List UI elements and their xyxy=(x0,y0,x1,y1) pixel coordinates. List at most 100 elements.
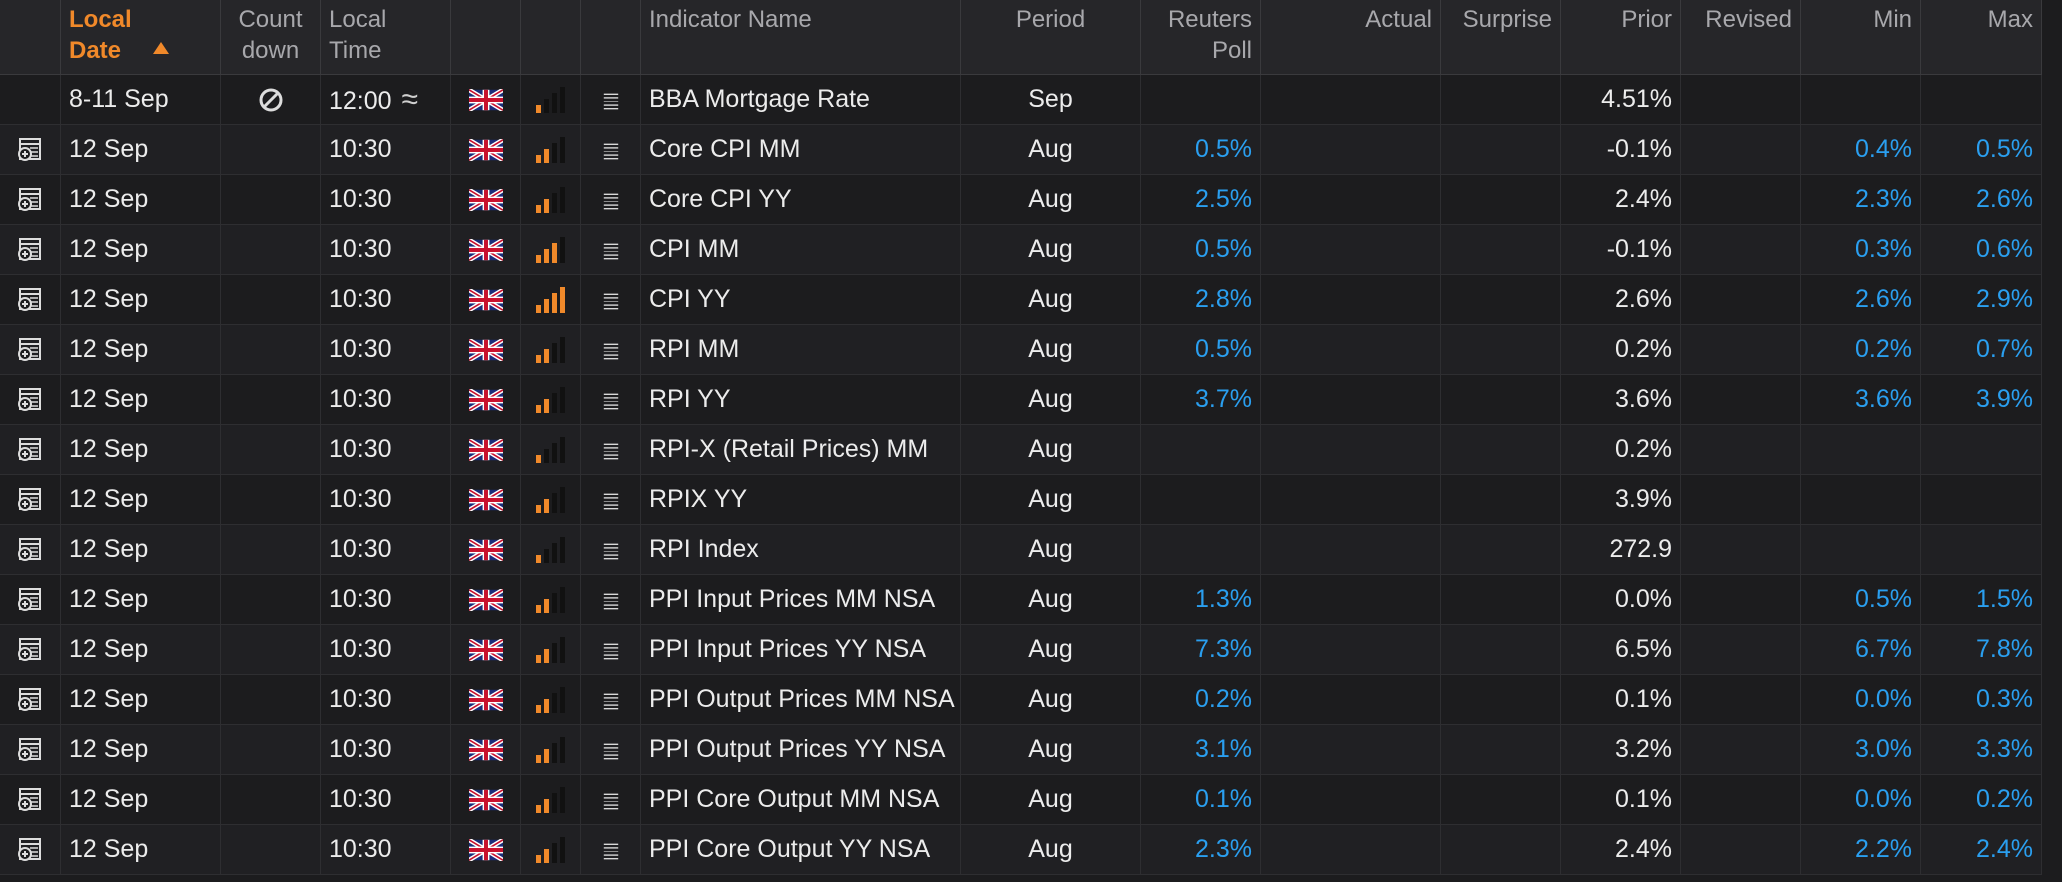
add-to-calendar-icon[interactable] xyxy=(16,136,44,164)
data-history-icon[interactable] xyxy=(600,685,622,715)
calendar-cell[interactable] xyxy=(0,625,61,675)
indicator-name-cell[interactable]: RPI YY xyxy=(641,375,961,425)
data-history-icon[interactable] xyxy=(600,835,622,865)
data-history-icon[interactable] xyxy=(600,385,622,415)
data-history-icon[interactable] xyxy=(600,135,622,165)
header-importance[interactable] xyxy=(521,0,581,75)
local-date-cell: 8-11 Sep xyxy=(61,75,221,125)
add-to-calendar-icon[interactable] xyxy=(16,286,44,314)
calendar-cell[interactable] xyxy=(0,75,61,125)
data-type-cell[interactable] xyxy=(581,675,641,725)
calendar-cell[interactable] xyxy=(0,425,61,475)
header-data-type[interactable] xyxy=(581,0,641,75)
add-to-calendar-icon[interactable] xyxy=(16,786,44,814)
data-history-icon[interactable] xyxy=(600,335,622,365)
add-to-calendar-icon[interactable] xyxy=(16,336,44,364)
data-history-icon[interactable] xyxy=(600,785,622,815)
indicator-name-cell[interactable]: BBA Mortgage Rate xyxy=(641,75,961,125)
data-type-cell[interactable] xyxy=(581,275,641,325)
countdown-cell xyxy=(221,725,321,775)
data-type-cell[interactable] xyxy=(581,575,641,625)
add-to-calendar-icon[interactable] xyxy=(16,486,44,514)
add-to-calendar-icon[interactable] xyxy=(16,186,44,214)
data-history-icon[interactable] xyxy=(600,585,622,615)
add-to-calendar-icon[interactable] xyxy=(16,836,44,864)
data-history-icon[interactable] xyxy=(600,635,622,665)
indicator-name-cell[interactable]: CPI YY xyxy=(641,275,961,325)
header-indicator-name[interactable]: Indicator Name xyxy=(641,0,961,75)
calendar-cell[interactable] xyxy=(0,525,61,575)
data-type-cell[interactable] xyxy=(581,825,641,875)
data-type-cell[interactable] xyxy=(581,125,641,175)
data-history-icon[interactable] xyxy=(600,535,622,565)
data-type-cell[interactable] xyxy=(581,725,641,775)
indicator-name-cell[interactable]: PPI Core Output MM NSA xyxy=(641,775,961,825)
data-type-cell[interactable] xyxy=(581,75,641,125)
indicator-name-cell[interactable]: PPI Output Prices MM NSA xyxy=(641,675,961,725)
header-country[interactable] xyxy=(451,0,521,75)
data-type-cell[interactable] xyxy=(581,625,641,675)
indicator-name-cell[interactable]: PPI Input Prices MM NSA xyxy=(641,575,961,625)
indicator-name-cell[interactable]: RPI Index xyxy=(641,525,961,575)
indicator-name-cell[interactable]: PPI Core Output YY NSA xyxy=(641,825,961,875)
calendar-cell[interactable] xyxy=(0,275,61,325)
data-history-icon[interactable] xyxy=(600,435,622,465)
indicator-name-cell[interactable]: RPI MM xyxy=(641,325,961,375)
header-max[interactable]: Max xyxy=(1921,0,2042,75)
calendar-cell[interactable] xyxy=(0,475,61,525)
calendar-cell[interactable] xyxy=(0,825,61,875)
header-local-date[interactable]: Local Date xyxy=(61,0,221,75)
add-to-calendar-icon[interactable] xyxy=(16,386,44,414)
header-countdown[interactable]: Count down xyxy=(221,0,321,75)
add-to-calendar-icon[interactable] xyxy=(16,236,44,264)
data-history-icon[interactable] xyxy=(600,185,622,215)
calendar-cell[interactable] xyxy=(0,375,61,425)
data-type-cell[interactable] xyxy=(581,375,641,425)
indicator-name-cell[interactable]: RPI-X (Retail Prices) MM xyxy=(641,425,961,475)
countdown-cell xyxy=(221,275,321,325)
add-to-calendar-icon[interactable] xyxy=(16,436,44,464)
header-prior[interactable]: Prior xyxy=(1561,0,1681,75)
data-history-icon[interactable] xyxy=(600,485,622,515)
reuters-poll-cell: 3.1% xyxy=(1141,725,1261,775)
add-to-calendar-icon[interactable] xyxy=(16,586,44,614)
header-actual[interactable]: Actual xyxy=(1261,0,1441,75)
data-type-cell[interactable] xyxy=(581,425,641,475)
data-type-cell[interactable] xyxy=(581,525,641,575)
add-to-calendar-icon[interactable] xyxy=(16,736,44,764)
header-local-date-label: Local Date xyxy=(69,6,132,64)
add-to-calendar-icon[interactable] xyxy=(16,636,44,664)
calendar-cell[interactable] xyxy=(0,675,61,725)
indicator-name-cell[interactable]: PPI Input Prices YY NSA xyxy=(641,625,961,675)
data-type-cell[interactable] xyxy=(581,225,641,275)
header-local-time[interactable]: Local Time xyxy=(321,0,451,75)
indicator-name-cell[interactable]: Core CPI MM xyxy=(641,125,961,175)
add-to-calendar-icon[interactable] xyxy=(16,536,44,564)
header-revised[interactable]: Revised xyxy=(1681,0,1801,75)
indicator-name-cell[interactable]: RPIX YY xyxy=(641,475,961,525)
data-type-cell[interactable] xyxy=(581,325,641,375)
data-type-cell[interactable] xyxy=(581,775,641,825)
data-type-cell[interactable] xyxy=(581,475,641,525)
importance-bar xyxy=(544,449,549,464)
calendar-cell[interactable] xyxy=(0,325,61,375)
indicator-name-cell[interactable]: PPI Output Prices YY NSA xyxy=(641,725,961,775)
data-history-icon[interactable] xyxy=(600,735,622,765)
data-history-icon[interactable] xyxy=(600,235,622,265)
add-to-calendar-icon[interactable] xyxy=(16,686,44,714)
data-type-cell[interactable] xyxy=(581,175,641,225)
calendar-cell[interactable] xyxy=(0,775,61,825)
calendar-cell[interactable] xyxy=(0,125,61,175)
data-history-icon[interactable] xyxy=(600,285,622,315)
data-history-icon[interactable] xyxy=(600,85,622,115)
calendar-cell[interactable] xyxy=(0,575,61,625)
calendar-cell[interactable] xyxy=(0,225,61,275)
calendar-cell[interactable] xyxy=(0,175,61,225)
header-surprise[interactable]: Surprise xyxy=(1441,0,1561,75)
indicator-name-cell[interactable]: Core CPI YY xyxy=(641,175,961,225)
header-min[interactable]: Min xyxy=(1801,0,1921,75)
header-period[interactable]: Period xyxy=(961,0,1141,75)
header-reuters-poll[interactable]: Reuters Poll xyxy=(1141,0,1261,75)
indicator-name-cell[interactable]: CPI MM xyxy=(641,225,961,275)
calendar-cell[interactable] xyxy=(0,725,61,775)
